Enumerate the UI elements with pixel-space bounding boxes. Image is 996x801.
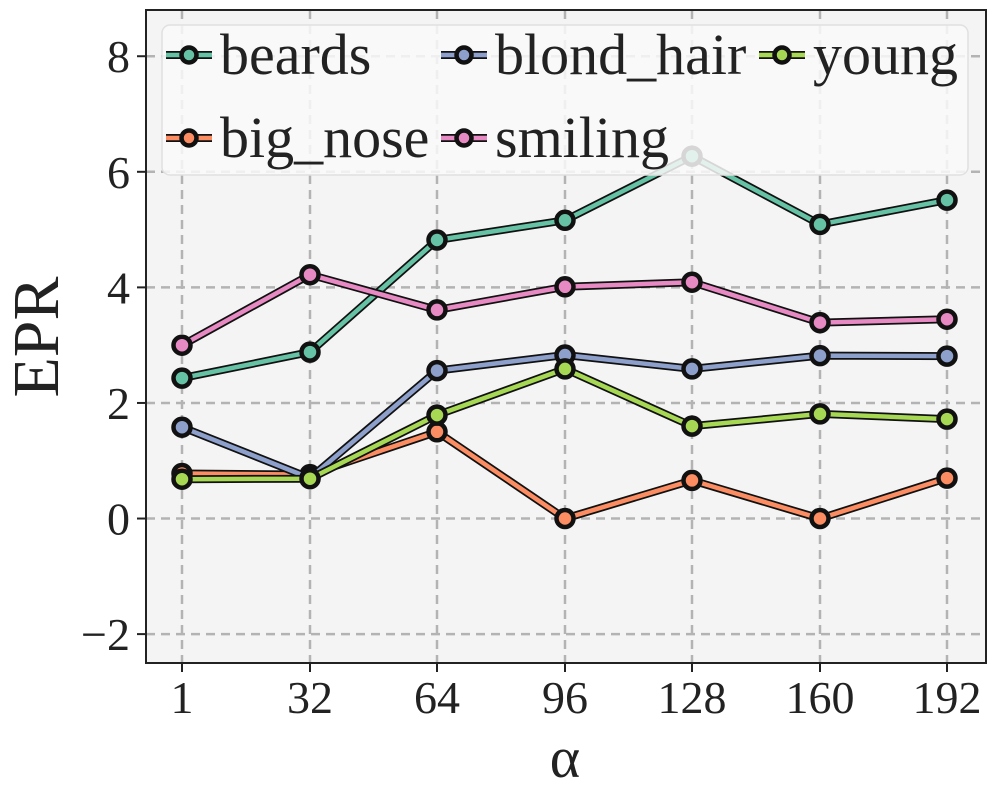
x-tick-label: 160 — [786, 672, 855, 723]
x-tick-label: 192 — [913, 672, 982, 723]
data-point — [809, 213, 831, 236]
data-point — [426, 229, 448, 251]
legend-item-blond-hair: blond_hair — [441, 22, 746, 87]
legend-marker — [454, 128, 474, 148]
data-point — [171, 334, 193, 356]
data-point — [426, 359, 448, 382]
legend-item-big-nose: big_nose — [166, 105, 429, 170]
legend-marker — [454, 45, 474, 65]
legend-label: big_nose — [220, 105, 429, 170]
legend-label: smiling — [495, 105, 669, 170]
y-tick-label: 8 — [107, 31, 130, 82]
x-axis-title: α — [550, 725, 580, 790]
y-tick-label: 6 — [107, 147, 130, 198]
legend-item-young: young — [759, 22, 958, 87]
data-point — [681, 358, 703, 380]
data-point — [809, 311, 831, 334]
data-point — [681, 415, 703, 437]
legend-marker — [179, 45, 199, 65]
series-layer — [171, 145, 958, 530]
data-point — [936, 308, 958, 330]
x-tick-label: 32 — [287, 672, 333, 723]
data-point — [554, 209, 576, 232]
data-point — [554, 507, 576, 530]
data-point — [936, 467, 958, 489]
x-tick-label: 96 — [542, 672, 588, 723]
y-tick-label: 2 — [107, 378, 130, 429]
data-point — [936, 189, 958, 211]
y-axis-title: EPR — [0, 276, 73, 397]
x-tick-label: 1 — [171, 672, 194, 723]
series-smiling — [171, 263, 958, 356]
data-point — [809, 403, 831, 425]
data-point — [171, 416, 193, 438]
legend: beards blond_hair young big_nose smiling — [161, 22, 969, 176]
series-beards — [171, 145, 958, 389]
legend-marker — [179, 128, 199, 148]
data-point — [299, 467, 321, 490]
axis-ticks: −2 0 2 4 6 8 1 32 64 96 128 160 192 — [81, 31, 981, 723]
series-young — [171, 358, 958, 490]
x-tick-label: 64 — [414, 672, 460, 723]
data-point — [426, 299, 448, 321]
x-tick-label: 128 — [658, 672, 727, 723]
data-point — [681, 469, 703, 492]
data-point — [936, 408, 958, 430]
legend-marker — [772, 45, 792, 65]
legend-label: young — [813, 22, 958, 87]
data-point — [426, 404, 448, 426]
data-point — [299, 341, 321, 363]
data-point — [171, 468, 193, 490]
data-point — [936, 345, 958, 367]
data-point — [171, 367, 193, 389]
data-point — [554, 276, 576, 298]
y-tick-label: 0 — [107, 494, 130, 545]
data-point — [681, 271, 703, 293]
legend-item-smiling: smiling — [441, 105, 669, 170]
data-point — [809, 344, 831, 367]
y-tick-label: −2 — [81, 609, 130, 660]
data-point — [809, 507, 831, 530]
legend-label: beards — [220, 22, 371, 87]
legend-item-beards: beards — [166, 22, 371, 87]
legend-label: blond_hair — [495, 22, 746, 87]
y-tick-label: 4 — [107, 262, 130, 313]
data-point — [299, 263, 321, 286]
data-point — [554, 358, 576, 380]
legend-box — [161, 24, 969, 176]
